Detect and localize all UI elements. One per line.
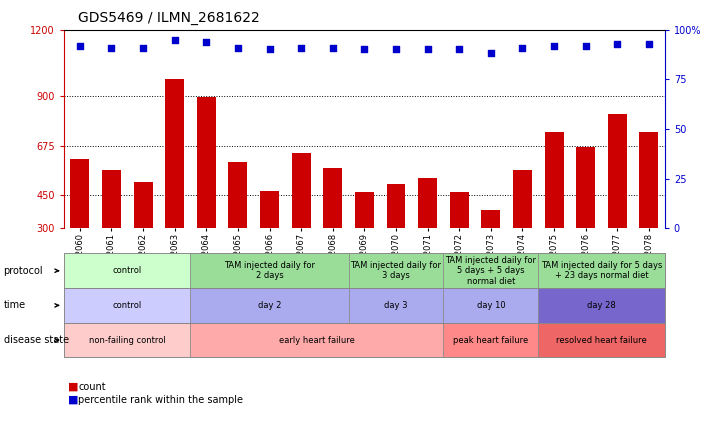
Bar [387, 184, 405, 295]
Text: day 28: day 28 [587, 301, 616, 310]
Point [517, 44, 528, 51]
Point [106, 44, 117, 51]
Text: count: count [78, 382, 106, 392]
Point [232, 44, 244, 51]
Bar [481, 210, 501, 295]
Text: resolved heart failure: resolved heart failure [556, 335, 647, 345]
Point [201, 38, 212, 45]
Point [359, 46, 370, 53]
Text: GDS5469 / ILMN_2681622: GDS5469 / ILMN_2681622 [78, 11, 260, 25]
Bar [450, 192, 469, 295]
Point [264, 46, 275, 53]
Point [548, 42, 560, 49]
Bar [355, 192, 374, 295]
Text: day 10: day 10 [476, 301, 506, 310]
Text: non-failing control: non-failing control [89, 335, 166, 345]
Bar [608, 113, 627, 295]
Point [169, 36, 181, 43]
Text: early heart failure: early heart failure [279, 335, 355, 345]
Bar [639, 132, 658, 295]
Point [485, 50, 496, 57]
Text: protocol: protocol [4, 266, 43, 276]
Text: TAM injected daily for
5 days + 5 days
normal diet: TAM injected daily for 5 days + 5 days n… [445, 256, 536, 286]
Bar [576, 147, 595, 295]
Bar [134, 182, 153, 295]
Bar [513, 170, 532, 295]
Point [454, 46, 465, 53]
Text: control: control [112, 266, 142, 275]
Bar [545, 132, 564, 295]
Bar [102, 170, 121, 295]
Bar [197, 97, 215, 295]
Text: control: control [112, 301, 142, 310]
Text: TAM injected daily for 5 days
+ 23 days normal diet: TAM injected daily for 5 days + 23 days … [541, 261, 662, 280]
Text: day 3: day 3 [384, 301, 407, 310]
Point [422, 46, 433, 53]
Point [74, 42, 85, 49]
Bar [292, 153, 311, 295]
Text: day 2: day 2 [258, 301, 282, 310]
Bar [418, 178, 437, 295]
Text: TAM injected daily for
2 days: TAM injected daily for 2 days [224, 261, 315, 280]
Text: time: time [4, 300, 26, 310]
Point [580, 42, 592, 49]
Bar [228, 162, 247, 295]
Point [327, 44, 338, 51]
Point [643, 40, 655, 47]
Bar [324, 168, 342, 295]
Bar [260, 191, 279, 295]
Point [137, 44, 149, 51]
Bar [70, 159, 90, 295]
Text: percentile rank within the sample: percentile rank within the sample [78, 395, 243, 405]
Point [296, 44, 307, 51]
Text: TAM injected daily for
3 days: TAM injected daily for 3 days [351, 261, 442, 280]
Point [611, 40, 623, 47]
Text: peak heart failure: peak heart failure [453, 335, 528, 345]
Text: ■: ■ [68, 395, 78, 405]
Bar [165, 79, 184, 295]
Text: ■: ■ [68, 382, 78, 392]
Point [390, 46, 402, 53]
Text: disease state: disease state [4, 335, 69, 345]
